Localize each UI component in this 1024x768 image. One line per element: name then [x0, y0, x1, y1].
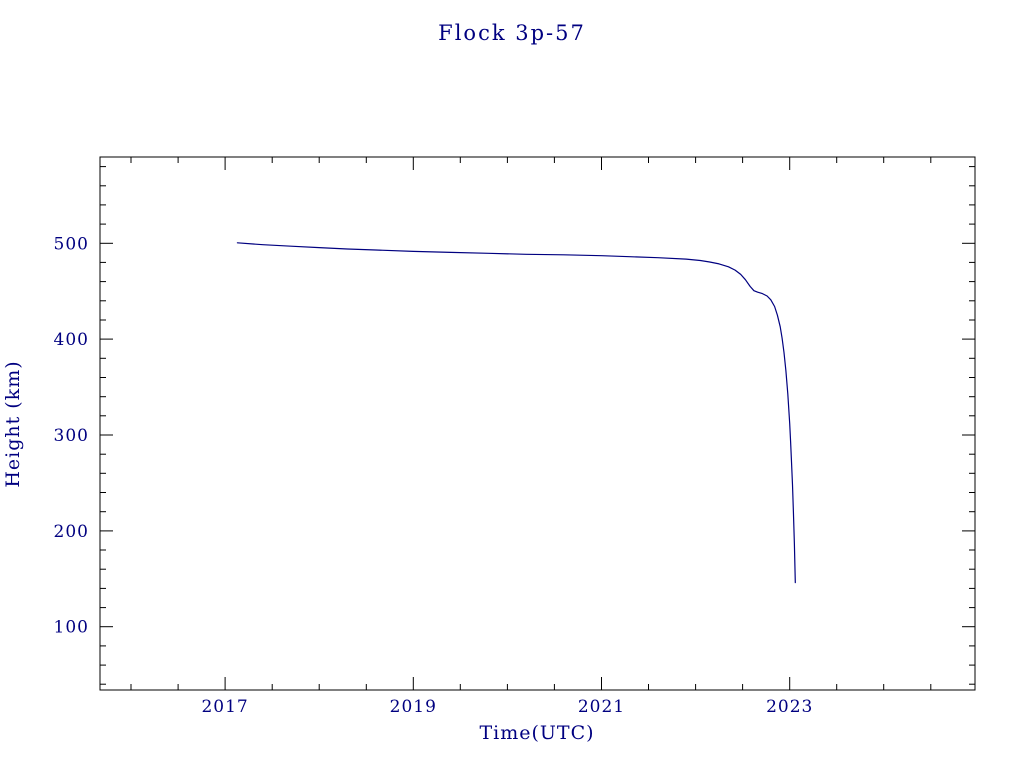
y-axis-label: Height (km)	[2, 360, 24, 487]
x-tick-label: 2017	[201, 697, 248, 717]
chart-title: Flock 3p-57	[438, 21, 586, 45]
axis-tick-labels: 2017 2019 2021 2023 100 200 300 400 500	[54, 234, 813, 717]
x-tick-label: 2019	[390, 697, 437, 717]
y-tick-label: 400	[54, 330, 89, 350]
x-axis-label: Time(UTC)	[479, 722, 594, 744]
height-series-line	[236, 242, 796, 584]
y-tick-label: 200	[54, 522, 89, 542]
y-tick-label: 100	[54, 618, 89, 638]
y-tick-label: 500	[54, 234, 89, 254]
x-tick-label: 2021	[578, 697, 625, 717]
axis-ticks	[100, 157, 975, 690]
y-tick-label: 300	[54, 426, 89, 446]
x-tick-label: 2023	[766, 697, 813, 717]
plot-frame	[99, 156, 976, 691]
